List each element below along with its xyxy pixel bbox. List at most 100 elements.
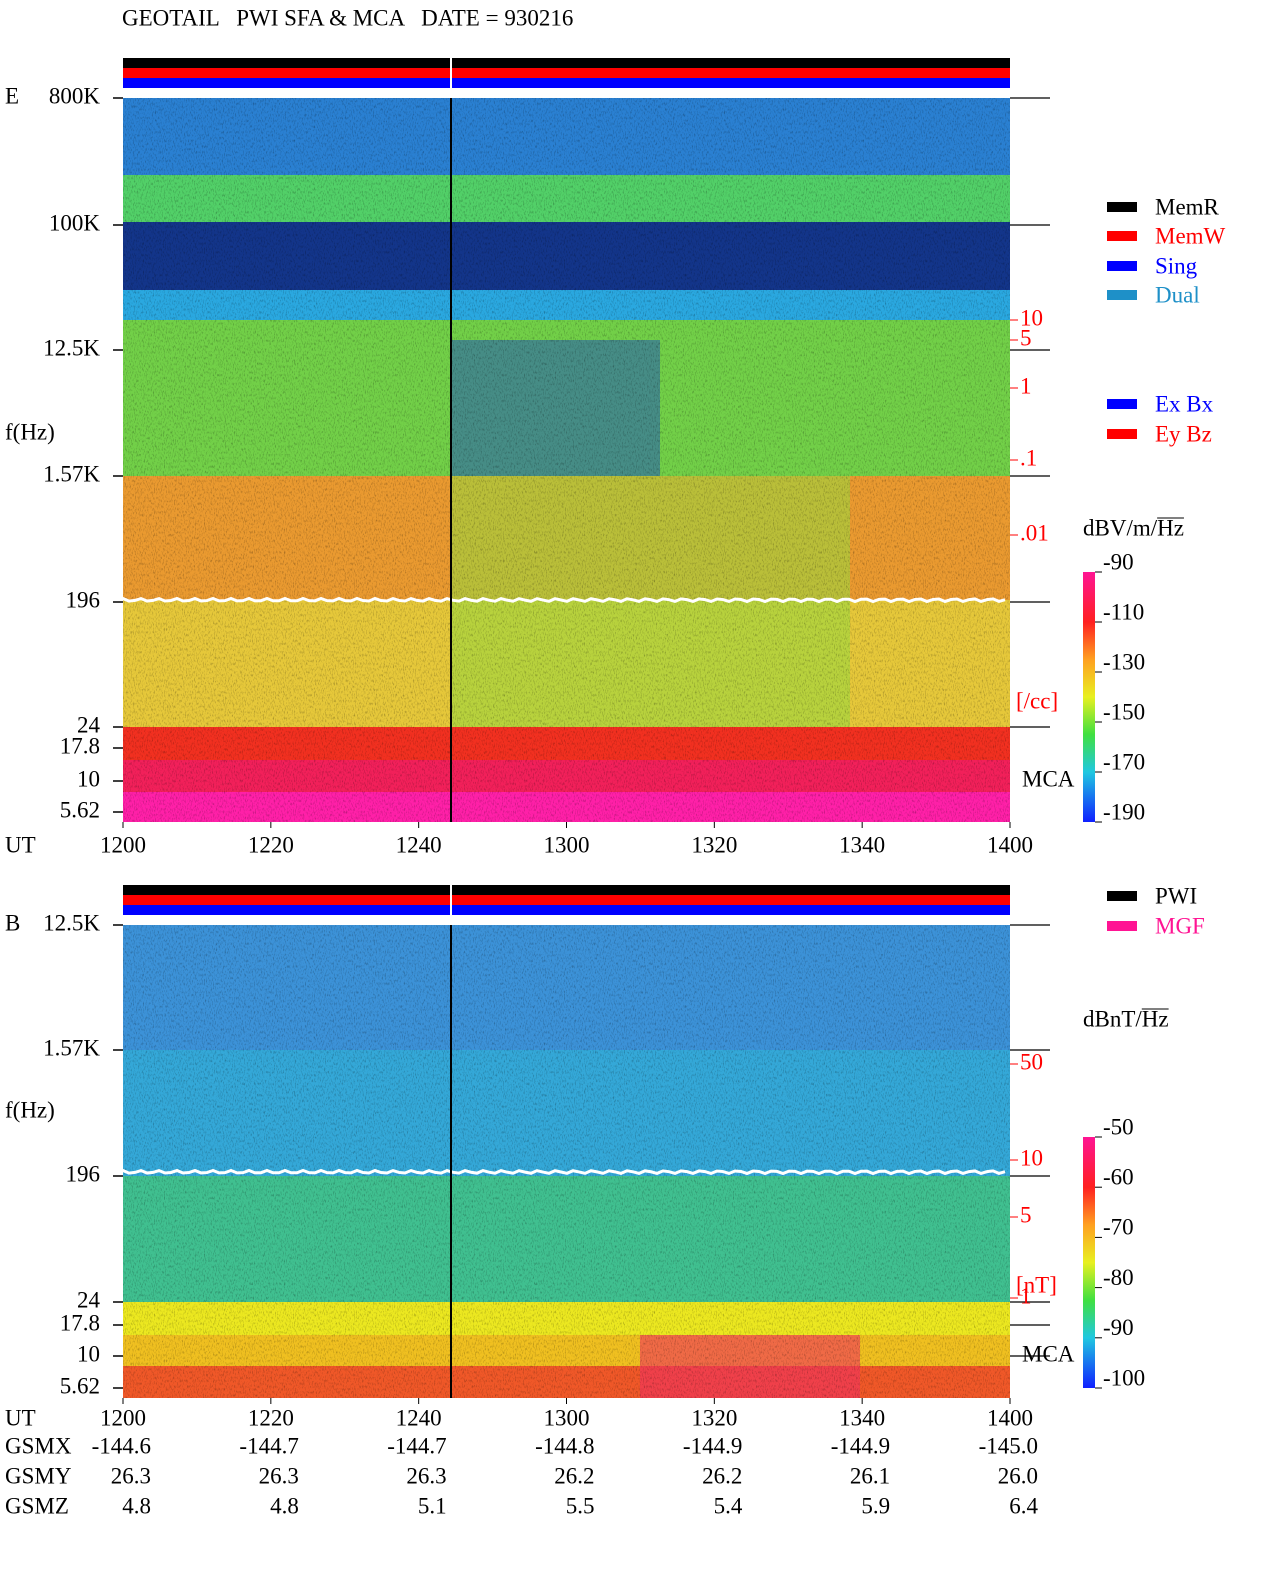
colorbar-unit-root: Hz bbox=[1157, 515, 1184, 540]
colorbar-unit: dBV/m/ bbox=[1083, 515, 1158, 540]
freq-tick-label: 12.5K bbox=[43, 910, 100, 935]
colorbar-unit-root: Hz bbox=[1142, 1006, 1169, 1031]
panel-label: E bbox=[5, 83, 19, 108]
legend-swatch bbox=[1107, 429, 1137, 439]
legend-swatch bbox=[1107, 399, 1137, 409]
time-tick-label: 1300 bbox=[544, 832, 590, 857]
freq-tick-label: 800K bbox=[49, 83, 101, 108]
orbit-value: 5.4 bbox=[714, 1493, 743, 1518]
orbit-value: -144.7 bbox=[387, 1433, 446, 1458]
orbit-value: -144.9 bbox=[683, 1433, 742, 1458]
time-tick-label: 1220 bbox=[248, 1405, 294, 1430]
density-tick-label: 5 bbox=[1020, 325, 1032, 350]
time-tick-label: 1240 bbox=[396, 1405, 442, 1430]
freq-tick-label: 100K bbox=[49, 210, 101, 235]
orbit-value: -144.7 bbox=[239, 1433, 298, 1458]
orbit-value: 26.3 bbox=[111, 1463, 151, 1488]
orbit-value: 5.5 bbox=[566, 1493, 595, 1518]
colorbar bbox=[1083, 572, 1095, 822]
freq-tick-label: 5.62 bbox=[60, 1373, 100, 1398]
density-unit: [/cc] bbox=[1016, 688, 1058, 713]
legend-label: MemR bbox=[1155, 194, 1220, 219]
time-tick-label: 1240 bbox=[396, 832, 442, 857]
orbit-value: 6.4 bbox=[1009, 1493, 1038, 1518]
legend-label: Sing bbox=[1155, 253, 1198, 278]
legend-swatch bbox=[1107, 261, 1137, 271]
orbit-value: 4.8 bbox=[270, 1493, 299, 1518]
colorbar-tick-label: -90 bbox=[1103, 1315, 1134, 1340]
density-tick-label: 1 bbox=[1020, 1283, 1032, 1308]
time-tick-label: 1400 bbox=[987, 832, 1033, 857]
colorbar-tick-label: -70 bbox=[1103, 1215, 1134, 1240]
freq-tick-label: 196 bbox=[66, 587, 101, 612]
legend-label: Ey Bz bbox=[1155, 421, 1212, 446]
orbit-label: GSMY bbox=[5, 1463, 72, 1488]
colorbar-tick-label: -190 bbox=[1103, 799, 1145, 824]
freq-tick-label: 10 bbox=[77, 766, 100, 791]
colorbar-tick-label: -150 bbox=[1103, 699, 1145, 724]
spectrogram-noise bbox=[123, 925, 1010, 1398]
orbit-value: 26.3 bbox=[259, 1463, 299, 1488]
orbit-label: GSMZ bbox=[5, 1493, 69, 1518]
time-tick-label: 1200 bbox=[100, 832, 146, 857]
mca-label: MCA bbox=[1022, 1341, 1075, 1366]
freq-tick-label: 10 bbox=[77, 1341, 100, 1366]
colorbar-tick-label: -90 bbox=[1103, 549, 1134, 574]
legend-label: PWI bbox=[1155, 883, 1197, 908]
colorbar-tick-label: -170 bbox=[1103, 749, 1145, 774]
orbit-value: 4.8 bbox=[122, 1493, 151, 1518]
orbit-value: 26.2 bbox=[554, 1463, 594, 1488]
cyclotron-line bbox=[121, 1168, 1006, 1176]
freq-tick-label: 1.57K bbox=[43, 461, 100, 486]
orbit-value: 5.1 bbox=[418, 1493, 447, 1518]
time-tick-label: 1340 bbox=[839, 1405, 885, 1430]
time-tick-label: 1340 bbox=[839, 832, 885, 857]
orbit-value: 26.0 bbox=[998, 1463, 1038, 1488]
time-tick-label: 1300 bbox=[544, 1405, 590, 1430]
colorbar-unit: dBnT/ bbox=[1083, 1006, 1142, 1031]
orbit-value: 5.9 bbox=[861, 1493, 890, 1518]
legend-swatch bbox=[1107, 921, 1137, 931]
freq-tick-label: 1.57K bbox=[43, 1035, 100, 1060]
orbit-value: -145.0 bbox=[979, 1433, 1038, 1458]
colorbar-tick-label: -60 bbox=[1103, 1164, 1134, 1189]
freq-tick-label: 24 bbox=[77, 712, 101, 737]
mca-label: MCA bbox=[1022, 766, 1075, 791]
orbit-value: 26.2 bbox=[702, 1463, 742, 1488]
density-tick-label: 10 bbox=[1020, 305, 1043, 330]
axis-label: f(Hz) bbox=[5, 1097, 55, 1122]
orbit-label: GSMX bbox=[5, 1433, 72, 1458]
time-axis-label: UT bbox=[5, 832, 36, 857]
time-tick-label: 1220 bbox=[248, 832, 294, 857]
time-tick-label: 1320 bbox=[691, 832, 737, 857]
status-bar bbox=[123, 68, 1010, 78]
density-tick-label: .1 bbox=[1020, 445, 1037, 470]
panel-label: B bbox=[5, 910, 20, 935]
freq-tick-label: 17.8 bbox=[60, 1310, 100, 1335]
legend-label: Ex Bx bbox=[1155, 391, 1214, 416]
colorbar-tick-label: -110 bbox=[1103, 599, 1144, 624]
colorbar-tick-label: -130 bbox=[1103, 649, 1145, 674]
status-bar bbox=[123, 905, 1010, 915]
legend-label: MGF bbox=[1155, 913, 1205, 938]
colorbar-tick-label: -100 bbox=[1103, 1365, 1145, 1390]
axis-label: f(Hz) bbox=[5, 419, 55, 444]
density-tick-label: 1 bbox=[1020, 373, 1032, 398]
density-tick-label: 5 bbox=[1020, 1202, 1032, 1227]
freq-tick-label: 196 bbox=[66, 1161, 101, 1186]
orbit-value: 26.1 bbox=[850, 1463, 890, 1488]
legend-swatch bbox=[1107, 891, 1137, 901]
density-tick-label: .01 bbox=[1020, 520, 1049, 545]
colorbar bbox=[1083, 1137, 1095, 1388]
freq-tick-label: 24 bbox=[77, 1287, 101, 1312]
density-unit: [nT] bbox=[1016, 1272, 1057, 1297]
legend-label: Dual bbox=[1155, 282, 1200, 307]
freq-tick-label: 5.62 bbox=[60, 797, 100, 822]
time-axis-label: UT bbox=[5, 1405, 36, 1430]
colorbar-tick-label: -50 bbox=[1103, 1114, 1134, 1139]
status-bar bbox=[123, 58, 1010, 68]
time-tick-label: 1200 bbox=[100, 1405, 146, 1430]
orbit-value: -144.8 bbox=[535, 1433, 594, 1458]
status-bar bbox=[123, 78, 1010, 88]
title: GEOTAIL PWI SFA & MCA DATE = 930216 bbox=[122, 5, 573, 30]
